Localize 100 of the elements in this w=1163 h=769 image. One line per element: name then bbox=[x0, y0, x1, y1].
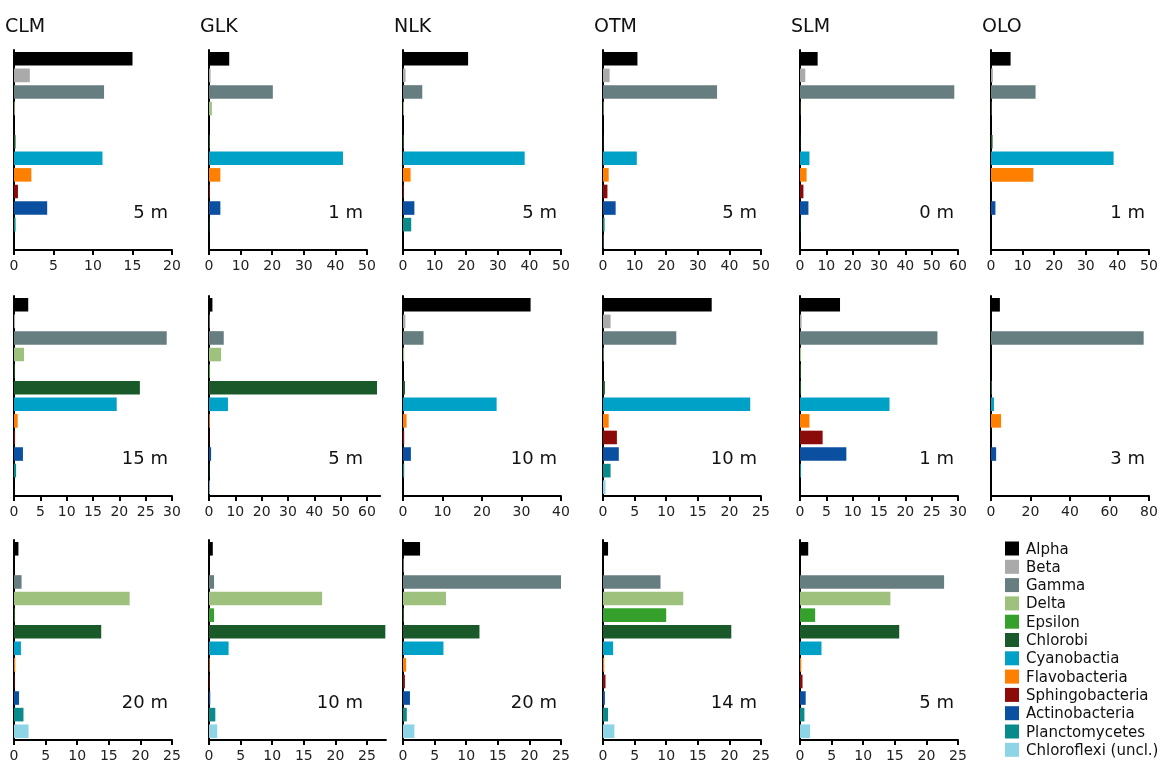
x-tick-label: 30 bbox=[279, 503, 297, 519]
bar bbox=[800, 724, 811, 738]
bar bbox=[209, 201, 221, 215]
x-tick-label: 60 bbox=[949, 257, 967, 273]
bar bbox=[800, 151, 810, 166]
x-tick-label: 0 bbox=[598, 503, 608, 519]
bar bbox=[800, 575, 945, 589]
chart-title: OLO bbox=[982, 13, 1022, 36]
annotation: 14 m bbox=[710, 690, 757, 712]
x-tick-label: 0 bbox=[9, 747, 19, 763]
bar bbox=[209, 641, 229, 656]
bar bbox=[603, 608, 667, 622]
x-tick-label: 0 bbox=[398, 747, 408, 763]
bar bbox=[209, 101, 212, 116]
bar bbox=[403, 707, 407, 722]
bar bbox=[800, 674, 803, 689]
bar bbox=[603, 674, 606, 689]
bar bbox=[991, 85, 1036, 99]
x-tick-label: 10 bbox=[84, 257, 102, 273]
x-tick-label: 0 bbox=[986, 257, 996, 273]
bar bbox=[14, 575, 22, 589]
chart-title: NLK bbox=[394, 13, 432, 36]
x-tick-label: 10 bbox=[625, 257, 644, 273]
x-tick-label: 20 bbox=[326, 747, 345, 763]
x-tick-label: 60 bbox=[358, 503, 376, 519]
x-tick-label: 10 bbox=[263, 747, 282, 763]
x-tick-label: 15 bbox=[84, 503, 102, 519]
x-tick-label: 30 bbox=[1076, 257, 1095, 273]
x-tick-label: 20 bbox=[163, 257, 181, 273]
annotation: 15 m bbox=[121, 446, 168, 468]
x-tick-label: 25 bbox=[358, 747, 376, 763]
legend-label: Chlorobi bbox=[1026, 631, 1089, 649]
x-tick-label: 60 bbox=[1100, 503, 1119, 519]
bar bbox=[800, 430, 823, 445]
x-tick-label: 10 bbox=[231, 257, 250, 273]
bar bbox=[603, 430, 617, 445]
x-tick-label: 5 bbox=[430, 747, 440, 763]
bar bbox=[14, 184, 18, 199]
bar bbox=[14, 414, 18, 428]
bar bbox=[14, 591, 130, 606]
x-tick-label: 5 bbox=[41, 747, 51, 763]
x-tick-label: 5 bbox=[630, 503, 640, 519]
x-tick-label: 40 bbox=[896, 257, 915, 273]
annotation: 10 m bbox=[316, 690, 363, 712]
x-tick-label: 20 bbox=[520, 747, 539, 763]
x-tick-label: 20 bbox=[252, 503, 271, 519]
x-tick-label: 40 bbox=[305, 503, 324, 519]
annotation: 5 m bbox=[919, 690, 954, 712]
bar bbox=[14, 331, 167, 345]
bar bbox=[403, 724, 415, 738]
bar bbox=[403, 68, 406, 83]
legend-label: Alpha bbox=[1026, 539, 1069, 558]
bar bbox=[209, 331, 224, 345]
x-tick-label: 15 bbox=[99, 747, 118, 763]
bar bbox=[403, 624, 480, 639]
chart-title: GLK bbox=[200, 13, 239, 36]
bar bbox=[14, 68, 30, 83]
bar bbox=[403, 691, 410, 705]
annotation: 5 m bbox=[522, 200, 557, 222]
bar bbox=[209, 608, 215, 622]
bar bbox=[14, 168, 32, 182]
annotation: 20 m bbox=[121, 690, 168, 712]
x-tick-label: 20 bbox=[457, 257, 476, 273]
bar bbox=[403, 168, 411, 182]
x-tick-label: 5 bbox=[49, 257, 58, 273]
bar bbox=[209, 575, 215, 589]
bar bbox=[603, 624, 732, 639]
x-tick-label: 40 bbox=[520, 257, 539, 273]
x-tick-label: 10 bbox=[817, 257, 836, 273]
x-tick-label: 15 bbox=[488, 747, 507, 763]
bar bbox=[403, 397, 497, 412]
annotation: 10 m bbox=[710, 446, 757, 468]
x-tick-label: 20 bbox=[1045, 257, 1064, 273]
bar bbox=[800, 414, 810, 428]
bar bbox=[603, 641, 614, 656]
bar bbox=[403, 331, 424, 345]
bar bbox=[403, 85, 423, 99]
x-tick-label: 0 bbox=[795, 747, 805, 763]
x-tick-label: 0 bbox=[204, 257, 214, 273]
x-tick-label: 25 bbox=[552, 747, 570, 763]
x-tick-label: 10 bbox=[433, 503, 452, 519]
x-tick-label: 80 bbox=[1140, 503, 1158, 519]
x-tick-label: 20 bbox=[896, 503, 915, 519]
bar bbox=[603, 480, 606, 494]
legend-label: Gamma bbox=[1026, 576, 1086, 595]
x-tick-label: 40 bbox=[1108, 257, 1127, 273]
x-tick-label: 30 bbox=[163, 503, 181, 519]
legend-label: Flavobacteria bbox=[1026, 667, 1128, 686]
x-tick-label: 5 bbox=[630, 747, 640, 763]
bar bbox=[991, 447, 997, 461]
bar bbox=[209, 151, 343, 166]
x-tick-label: 0 bbox=[398, 503, 408, 519]
bar bbox=[209, 380, 378, 395]
x-tick-label: 0 bbox=[598, 257, 608, 273]
bar bbox=[209, 707, 216, 722]
bar bbox=[14, 151, 103, 166]
x-tick-label: 15 bbox=[123, 257, 142, 273]
x-tick-label: 40 bbox=[1061, 503, 1079, 519]
legend-label: Delta bbox=[1026, 594, 1067, 613]
x-tick-label: 10 bbox=[843, 503, 862, 519]
